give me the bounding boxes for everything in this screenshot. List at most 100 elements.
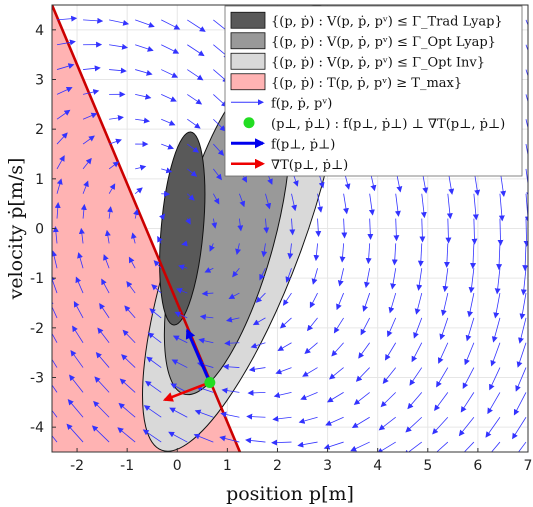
vector-field-arrow: [464, 342, 475, 366]
vector-field-arrow: [97, 327, 110, 343]
vector-field-arrow: [187, 118, 201, 129]
vector-field-arrow: [470, 243, 477, 270]
vector-field-arrow: [228, 292, 240, 299]
vector-field-arrow: [52, 299, 58, 319]
vector-field-arrow: [107, 206, 113, 219]
vector-field-arrow: [213, 118, 226, 132]
vector-field-arrow: [52, 384, 58, 393]
vector-field-arrow: [213, 143, 225, 156]
x-tick-label: -2: [70, 458, 84, 474]
vector-field-arrow: [497, 218, 504, 246]
vector-field-arrow: [176, 287, 188, 294]
vector-field-arrow: [93, 400, 110, 418]
vector-field-arrow: [513, 392, 527, 416]
vector-field-arrow: [161, 44, 180, 54]
vector-field-arrow: [271, 439, 292, 446]
vector-field-arrow: [378, 416, 396, 431]
vector-field-arrow: [442, 268, 449, 293]
vector-field-arrow: [313, 243, 320, 262]
x-tick-label: 1: [223, 458, 232, 474]
vector-field-arrow: [413, 317, 423, 339]
vector-field-arrow: [519, 292, 527, 320]
vector-field-arrow: [432, 416, 449, 435]
legend-label: f(p, ṗ, pᵛ): [271, 96, 332, 111]
vector-field-arrow: [108, 138, 122, 145]
vector-field-arrow: [109, 115, 124, 121]
vector-field-arrow: [157, 235, 163, 244]
vector-field-arrow: [518, 441, 527, 452]
vector-field-arrow: [363, 268, 371, 289]
vector-field-arrow: [353, 392, 370, 405]
vector-field-arrow: [161, 94, 177, 102]
legend-label: {(p, ṗ) : V(p, ṗ, pᵛ) ≤ Γ_Trad Lyap}: [271, 14, 503, 29]
vector-field-arrow: [69, 374, 84, 393]
vector-field-arrow: [82, 157, 92, 170]
vector-field-arrow: [187, 69, 204, 81]
vector-field-arrow: [282, 292, 292, 306]
vector-field-arrow: [490, 342, 501, 367]
vector-field-arrow: [101, 278, 110, 294]
vector-field-arrow: [472, 193, 479, 221]
legend-label: ∇T(p⊥, ṗ⊥): [271, 158, 348, 173]
x-tick-label: 3: [323, 458, 332, 474]
vector-field-arrow: [297, 441, 318, 448]
vector-field-arrow: [82, 89, 100, 95]
vector-field-arrow: [213, 94, 228, 108]
vector-field-arrow: [213, 168, 222, 181]
vector-field-arrow: [365, 243, 372, 265]
vector-field-arrow: [185, 217, 191, 225]
vector-field-arrow: [382, 367, 397, 384]
vector-field-arrow: [52, 358, 58, 368]
vector-field-arrow: [237, 218, 244, 232]
vector-field-arrow: [135, 93, 152, 100]
y-tick-label: 3: [35, 73, 44, 89]
vector-field-arrow: [172, 335, 188, 344]
x-tick-label: 7: [524, 458, 533, 474]
vector-field-arrow: [78, 227, 85, 244]
legend-box: [224, 5, 523, 177]
x-axis-label: position p[m]: [226, 483, 354, 505]
legend-label: f(p⊥, ṗ⊥): [271, 137, 335, 152]
vector-field-arrow: [187, 193, 195, 201]
perp-point-marker: [204, 376, 216, 388]
vector-field-arrow: [355, 367, 370, 382]
vector-field-arrow: [72, 325, 84, 343]
vector-field-arrow: [56, 132, 68, 145]
vector-field-arrow: [246, 413, 266, 420]
vector-field-arrow: [161, 69, 179, 78]
vector-field-arrow: [367, 218, 374, 240]
vector-field-arrow: [403, 441, 423, 452]
vector-field-arrow: [232, 267, 240, 278]
vector-field-arrow: [248, 366, 266, 373]
vector-field-arrow: [104, 229, 111, 244]
vector-field-arrow: [304, 342, 318, 354]
vector-field-arrow: [99, 303, 110, 319]
vector-field-arrow: [391, 243, 398, 266]
vector-field-arrow: [70, 350, 84, 368]
vector-field-arrow: [245, 437, 266, 444]
vector-field-arrow: [390, 268, 397, 290]
vector-field-arrow: [515, 367, 527, 392]
vector-field-arrow: [133, 208, 139, 219]
vector-field-arrow: [518, 317, 527, 344]
vector-field-arrow: [56, 15, 78, 22]
vector-field-arrow: [289, 218, 296, 236]
vector-field-arrow: [108, 183, 116, 194]
vector-field-arrow: [56, 155, 65, 170]
vector-field-arrow: [247, 389, 266, 396]
vector-field-arrow: [220, 411, 240, 418]
vector-field-arrow: [419, 218, 426, 243]
vector-field-arrow: [471, 218, 478, 245]
x-tick-label: 2: [273, 458, 282, 474]
vector-field-arrow: [420, 193, 427, 219]
x-tick-label: -1: [120, 458, 134, 474]
vector-field-arrow: [178, 264, 188, 271]
x-tick-label: 4: [373, 458, 382, 474]
vector-field-arrow: [525, 94, 528, 104]
vector-field-arrow: [77, 252, 84, 269]
vector-field-arrow: [135, 164, 147, 171]
vector-field-arrow: [360, 317, 371, 336]
vector-field-arrow: [239, 193, 246, 208]
vector-field-arrow: [109, 67, 127, 74]
